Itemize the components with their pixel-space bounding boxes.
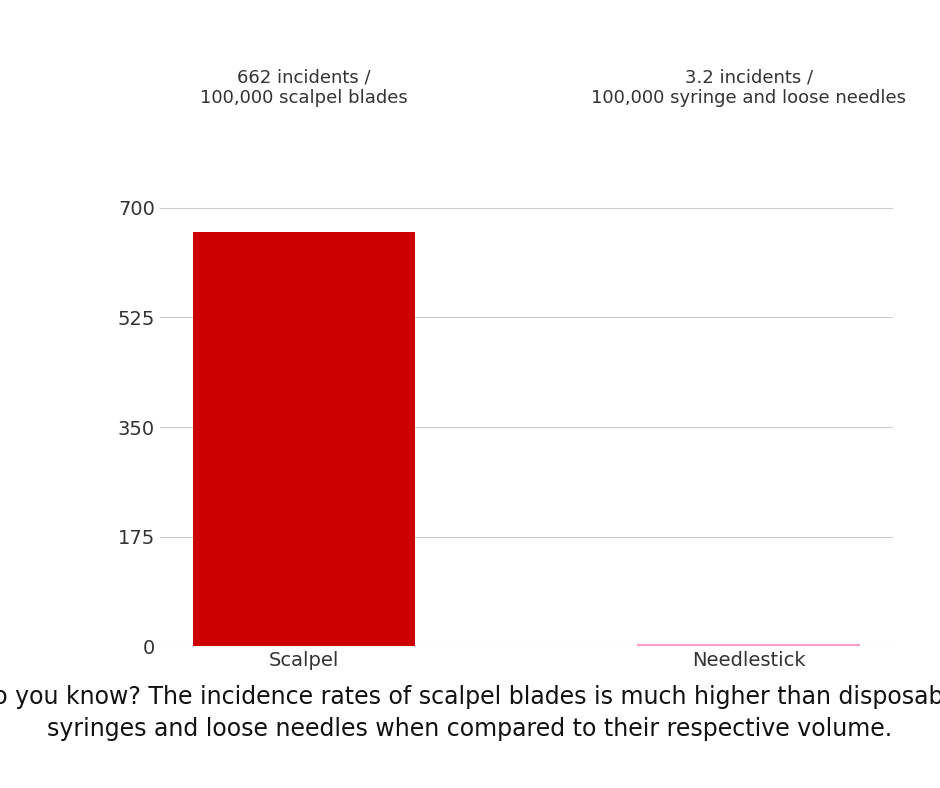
Text: Do you know? The incidence rates of scalpel blades is much higher than disposabl: Do you know? The incidence rates of scal…	[0, 686, 940, 709]
Text: 662 incidents /
100,000 scalpel blades: 662 incidents / 100,000 scalpel blades	[200, 68, 408, 107]
Bar	[637, 644, 860, 646]
Text: syringes and loose needles when compared to their respective volume.: syringes and loose needles when compared…	[47, 717, 893, 741]
Bar	[193, 232, 415, 646]
Text: 3.2 incidents /
100,000 syringe and loose needles: 3.2 incidents / 100,000 syringe and loos…	[591, 68, 906, 107]
